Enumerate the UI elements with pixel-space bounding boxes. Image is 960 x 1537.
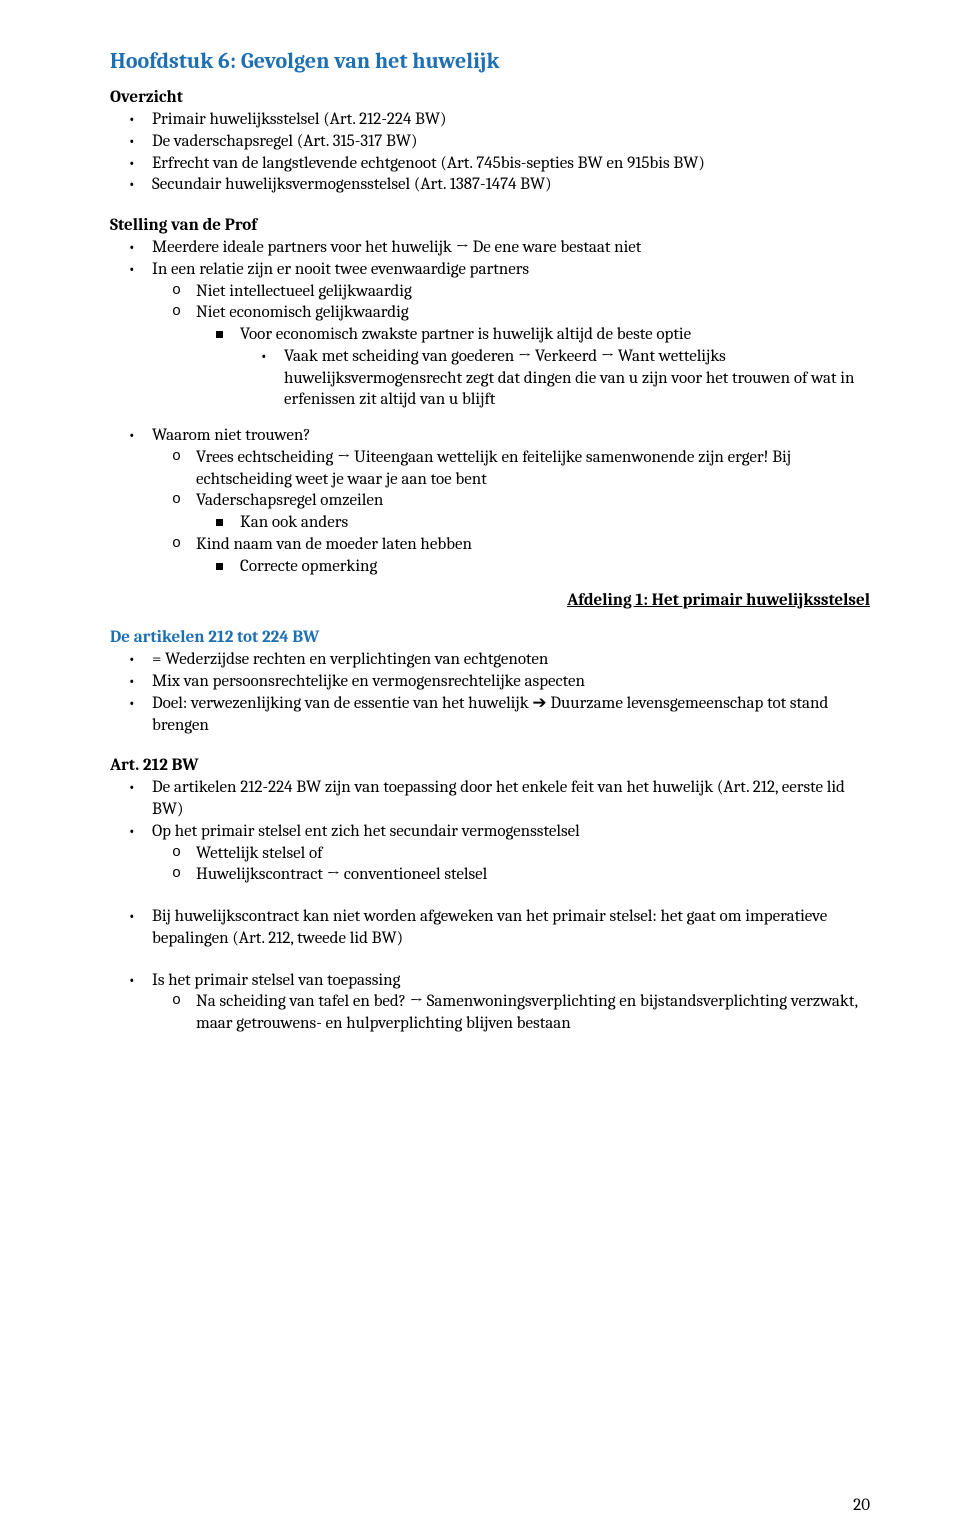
list-item: Erfrecht van de langstlevende echtgenoot… [152, 153, 870, 175]
art212-heading: Art. 212 BW [110, 756, 870, 775]
list-item: Vaak met scheiding van goederen → Verkee… [284, 346, 870, 411]
art212-i2-sublist: Wettelijk stelsel of Huwelijkscontract →… [152, 843, 870, 887]
list-item: Is het primair stelsel van toepassing Na… [152, 970, 870, 1035]
list-item: In een relatie zijn er nooit twee evenwa… [152, 259, 870, 411]
overzicht-list: Primair huwelijksstelsel (Art. 212-224 B… [110, 109, 870, 196]
list-item-text: Voor economisch zwakste partner is huwel… [240, 325, 691, 344]
list-item: Kind naam van de moeder laten hebben Cor… [196, 534, 870, 578]
list-item: Meerdere ideale partners voor het huweli… [152, 237, 870, 259]
list-item: Correcte opmerking [240, 556, 870, 578]
list-item: Vrees echtscheiding → Uiteengaan wetteli… [196, 447, 870, 491]
art212-list: De artikelen 212-224 BW zijn van toepass… [110, 777, 870, 886]
list-item: Kan ook anders [240, 512, 870, 534]
artikelen212-list: = Wederzijdse rechten en verplichtingen … [110, 649, 870, 736]
list-item: Op het primair stelsel ent zich het secu… [152, 821, 870, 886]
stelling-sub2a-list: Vaak met scheiding van goederen → Verkee… [240, 346, 870, 411]
list-item-text: Op het primair stelsel ent zich het secu… [152, 822, 580, 841]
list-item: Voor economisch zwakste partner is huwel… [240, 324, 870, 411]
list-item-text: Kind naam van de moeder laten hebben [196, 535, 472, 554]
list-item: Niet intellectueel gelijkwaardig [196, 281, 870, 303]
art212-list-2: Bij huwelijkscontract kan niet worden af… [110, 906, 870, 950]
stelling-heading: Stelling van de Prof [110, 216, 870, 235]
waarom-sublist: Vrees echtscheiding → Uiteengaan wetteli… [152, 447, 870, 578]
stelling-list: Meerdere ideale partners voor het huweli… [110, 237, 870, 411]
list-item: Doel: verwezenlijking van de essentie va… [152, 693, 870, 737]
list-item: Primair huwelijksstelsel (Art. 212-224 B… [152, 109, 870, 131]
waarom-list: Waarom niet trouwen? Vrees echtscheiding… [110, 425, 870, 577]
artikelen212-heading: De artikelen 212 tot 224 BW [110, 628, 870, 647]
art212-i4-sublist: Na scheiding van tafel en bed? → Samenwo… [152, 991, 870, 1035]
list-item-text: In een relatie zijn er nooit twee evenwa… [152, 260, 529, 279]
list-item: De artikelen 212-224 BW zijn van toepass… [152, 777, 870, 821]
list-item: Mix van persoonsrechtelijke en vermogens… [152, 671, 870, 693]
page: Hoofdstuk 6: Gevolgen van het huwelijk O… [0, 0, 960, 1537]
chapter-title: Hoofdstuk 6: Gevolgen van het huwelijk [110, 48, 870, 74]
list-item: Niet economisch gelijkwaardig Voor econo… [196, 302, 870, 411]
list-item: De vaderschapsregel (Art. 315-317 BW) [152, 131, 870, 153]
waarom-heading: Waarom niet trouwen? [152, 426, 311, 445]
list-item-text: Niet economisch gelijkwaardig [196, 303, 409, 322]
page-number: 20 [853, 1496, 870, 1515]
stelling-sub2-list: Voor economisch zwakste partner is huwel… [196, 324, 870, 411]
stelling-sublist: Niet intellectueel gelijkwaardig Niet ec… [152, 281, 870, 412]
list-item: Na scheiding van tafel en bed? → Samenwo… [196, 991, 870, 1035]
list-item: Wettelijk stelsel of [196, 843, 870, 865]
list-item-text: Is het primair stelsel van toepassing [152, 971, 400, 990]
overzicht-heading: Overzicht [110, 88, 870, 107]
list-item: Secundair huwelijksvermogensstelsel (Art… [152, 174, 870, 196]
art212-list-3: Is het primair stelsel van toepassing Na… [110, 970, 870, 1035]
list-item: Huwelijkscontract → conventioneel stelse… [196, 864, 870, 886]
waarom-o2-list: Kan ook anders [196, 512, 870, 534]
list-item: Bij huwelijkscontract kan niet worden af… [152, 906, 870, 950]
afdeling-title: Afdeling 1: Het primair huwelijksstelsel [110, 591, 870, 610]
list-item: = Wederzijdse rechten en verplichtingen … [152, 649, 870, 671]
list-item: Waarom niet trouwen? Vrees echtscheiding… [152, 425, 870, 577]
waarom-o3-list: Correcte opmerking [196, 556, 870, 578]
list-item-text: Vaderschapsregel omzeilen [196, 491, 383, 510]
list-item: Vaderschapsregel omzeilen Kan ook anders [196, 490, 870, 534]
